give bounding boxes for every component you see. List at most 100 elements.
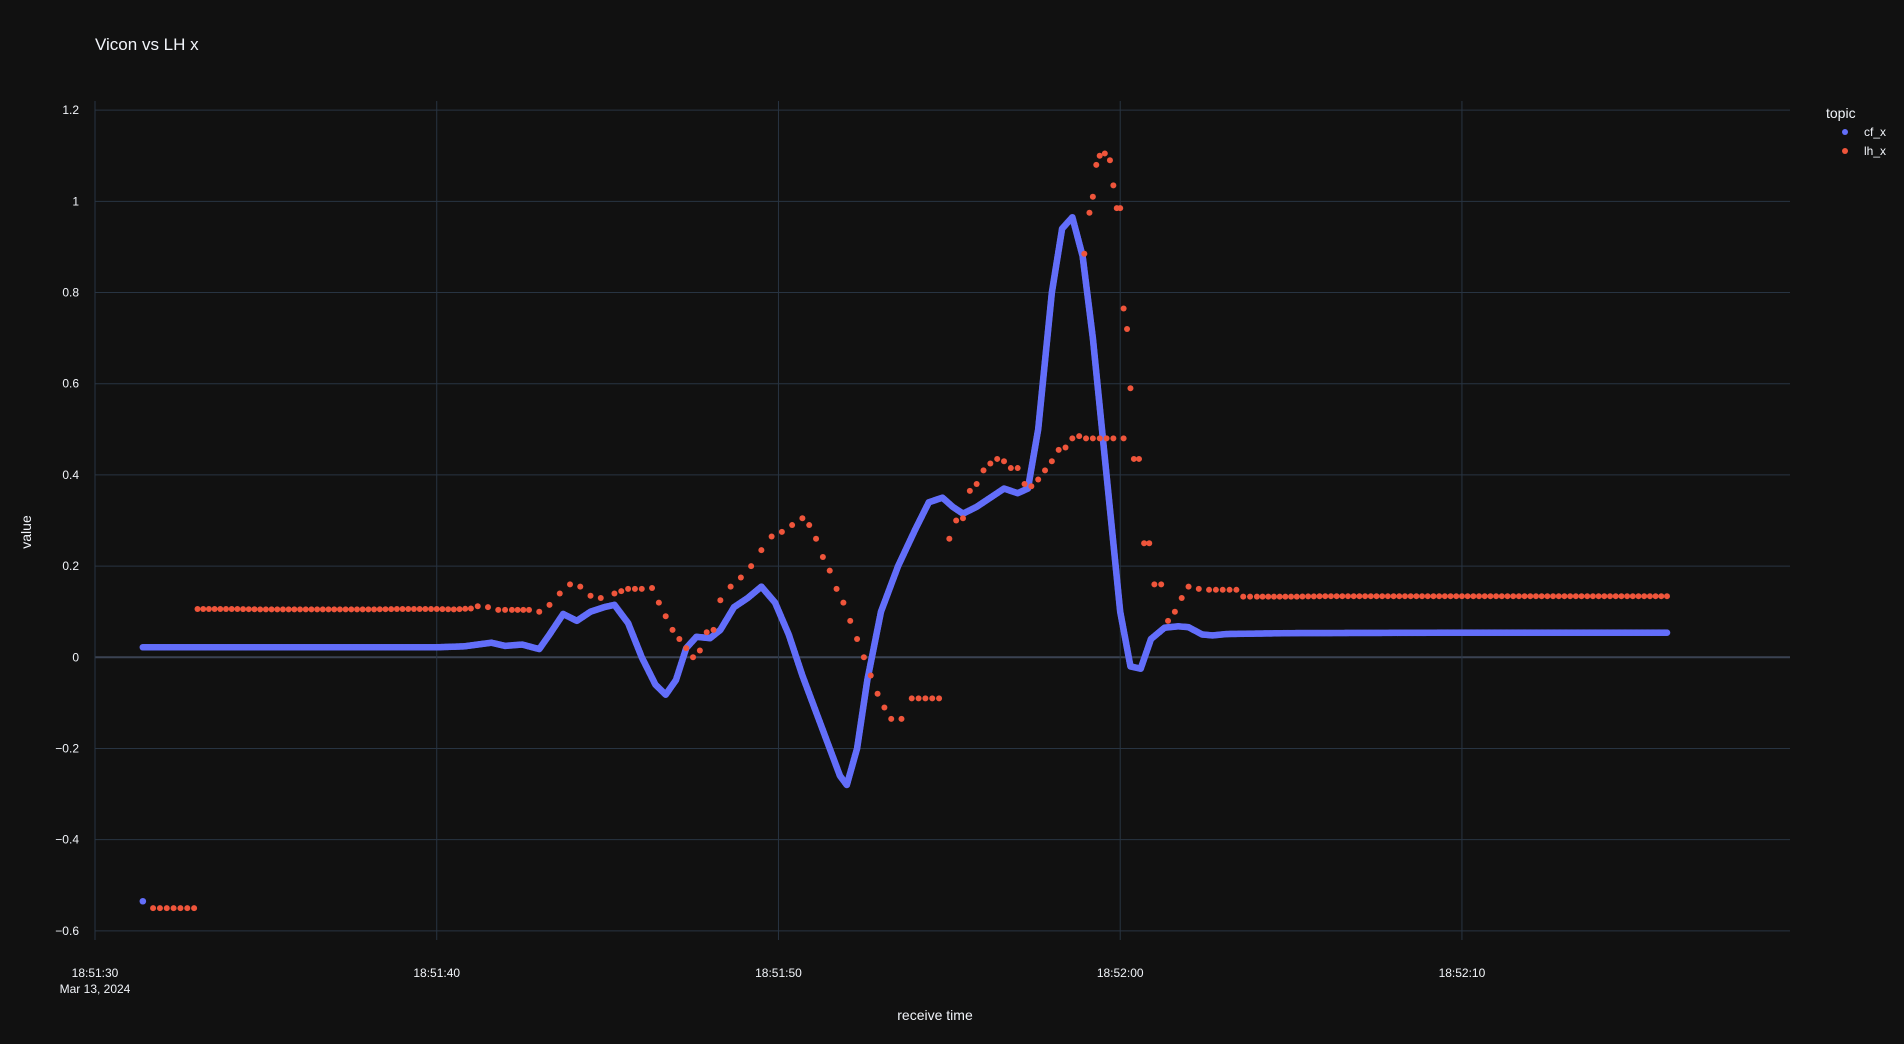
data-point-lh-x: [1247, 593, 1254, 600]
data-point-lh-x: [1401, 593, 1408, 600]
data-point-lh-x: [567, 581, 574, 588]
data-point-lh-x: [1089, 435, 1096, 442]
data-point-lh-x: [1253, 593, 1260, 600]
data-point-lh-x: [840, 599, 847, 606]
series-lh-x: [150, 150, 1670, 912]
data-point-lh-x: [319, 606, 326, 613]
legend-label: cf_x: [1864, 125, 1886, 139]
data-point-lh-x: [597, 595, 604, 602]
data-point-lh-x: [217, 605, 224, 612]
data-point-lh-x: [194, 605, 201, 612]
legend-item-lh-x[interactable]: lh_x: [1842, 144, 1886, 158]
data-point-lh-x: [556, 590, 563, 597]
data-point-lh-x: [433, 605, 440, 612]
data-point-lh-x: [170, 905, 177, 912]
data-point-lh-x: [262, 606, 269, 613]
data-point-lh-x: [1521, 593, 1528, 600]
data-point-lh-x: [376, 606, 383, 613]
data-point-lh-x: [462, 605, 469, 612]
data-point-cf-x: [139, 897, 147, 905]
data-point-lh-x: [508, 606, 515, 613]
data-point-lh-x: [1629, 593, 1636, 600]
data-point-lh-x: [1572, 593, 1579, 600]
data-point-lh-x: [388, 606, 395, 613]
x-tick-label: 18:52:10: [1439, 966, 1486, 980]
data-point-lh-x: [1618, 593, 1625, 600]
data-point-lh-x: [1567, 593, 1574, 600]
data-point-lh-x: [655, 599, 662, 606]
data-point-lh-x: [778, 528, 785, 535]
data-point-lh-x: [1178, 595, 1185, 602]
y-tick-label: −0.6: [55, 924, 79, 938]
data-point-lh-x: [416, 605, 423, 612]
data-point-lh-x: [860, 654, 867, 661]
data-point-lh-x: [474, 603, 481, 610]
data-point-lh-x: [1345, 593, 1352, 600]
y-tick-label: −0.4: [55, 833, 79, 847]
data-point-lh-x: [428, 605, 435, 612]
data-point-lh-x: [514, 606, 521, 613]
data-point-lh-x: [251, 606, 258, 613]
data-point-lh-x: [833, 585, 840, 592]
data-point-lh-x: [314, 606, 321, 613]
data-point-lh-x: [234, 606, 241, 613]
data-point-lh-x: [1339, 593, 1346, 600]
data-point-lh-x: [456, 606, 463, 613]
data-point-lh-x: [1120, 435, 1127, 442]
data-point-lh-x: [359, 606, 366, 613]
data-point-lh-x: [1407, 593, 1414, 600]
data-point-lh-x: [813, 535, 820, 542]
data-point-lh-x: [1007, 465, 1014, 472]
data-point-lh-x: [758, 547, 765, 554]
data-point-lh-x: [325, 606, 332, 613]
x-tick-sublabel: Mar 13, 2024: [60, 982, 131, 996]
data-point-lh-x: [1195, 585, 1202, 592]
legend-marker: [1842, 129, 1848, 135]
data-point-lh-x: [467, 605, 474, 612]
data-point-lh-x: [819, 553, 826, 560]
y-tick-label: 1.2: [62, 103, 79, 117]
data-point-lh-x: [308, 606, 315, 613]
legend-items[interactable]: cf_x lh_x: [1842, 125, 1886, 158]
data-point-lh-x: [1151, 581, 1158, 588]
legend-item-cf-x[interactable]: cf_x: [1842, 125, 1886, 139]
data-point-lh-x: [405, 605, 412, 612]
data-point-lh-x: [520, 606, 527, 613]
data-point-lh-x: [847, 617, 854, 624]
data-point-lh-x: [1510, 593, 1517, 600]
data-point-lh-x: [929, 695, 936, 702]
data-point-lh-x: [881, 704, 888, 711]
x-axis-ticks: 18:51:30 Mar 13, 2024 18:51:40 18:51:50 18:5…: [60, 966, 1486, 996]
data-point-lh-x: [200, 605, 207, 612]
data-point-lh-x: [1493, 593, 1500, 600]
data-point-lh-x: [922, 695, 929, 702]
data-point-lh-x: [1055, 446, 1062, 453]
data-point-lh-x: [1028, 483, 1035, 490]
data-point-lh-x: [953, 517, 960, 524]
data-point-lh-x: [274, 606, 281, 613]
data-point-lh-x: [1233, 586, 1240, 593]
data-point-lh-x: [1419, 593, 1426, 600]
data-point-lh-x: [371, 606, 378, 613]
data-point-lh-x: [1130, 455, 1137, 462]
y-tick-label: 0.6: [62, 377, 79, 391]
data-point-lh-x: [1124, 325, 1131, 332]
data-point-lh-x: [1350, 593, 1357, 600]
data-point-lh-x: [1288, 593, 1295, 600]
data-point-lh-x: [631, 585, 638, 592]
x-tick-label: 18:51:50: [755, 966, 802, 980]
data-point-lh-x: [1544, 593, 1551, 600]
data-point-lh-x: [450, 606, 457, 613]
data-point-lh-x: [1083, 435, 1090, 442]
data-point-lh-x: [1089, 193, 1096, 200]
data-point-lh-x: [1635, 593, 1642, 600]
data-point-lh-x: [1185, 583, 1192, 590]
data-point-lh-x: [445, 606, 452, 613]
legend[interactable]: topic cf_x lh_x: [1826, 105, 1886, 158]
data-point-lh-x: [960, 515, 966, 522]
data-point-lh-x: [669, 626, 676, 633]
data-point-lh-x: [1103, 435, 1110, 442]
data-point-lh-x: [789, 522, 796, 529]
data-point-lh-x: [177, 905, 184, 912]
y-tick-label: −0.2: [55, 741, 79, 755]
